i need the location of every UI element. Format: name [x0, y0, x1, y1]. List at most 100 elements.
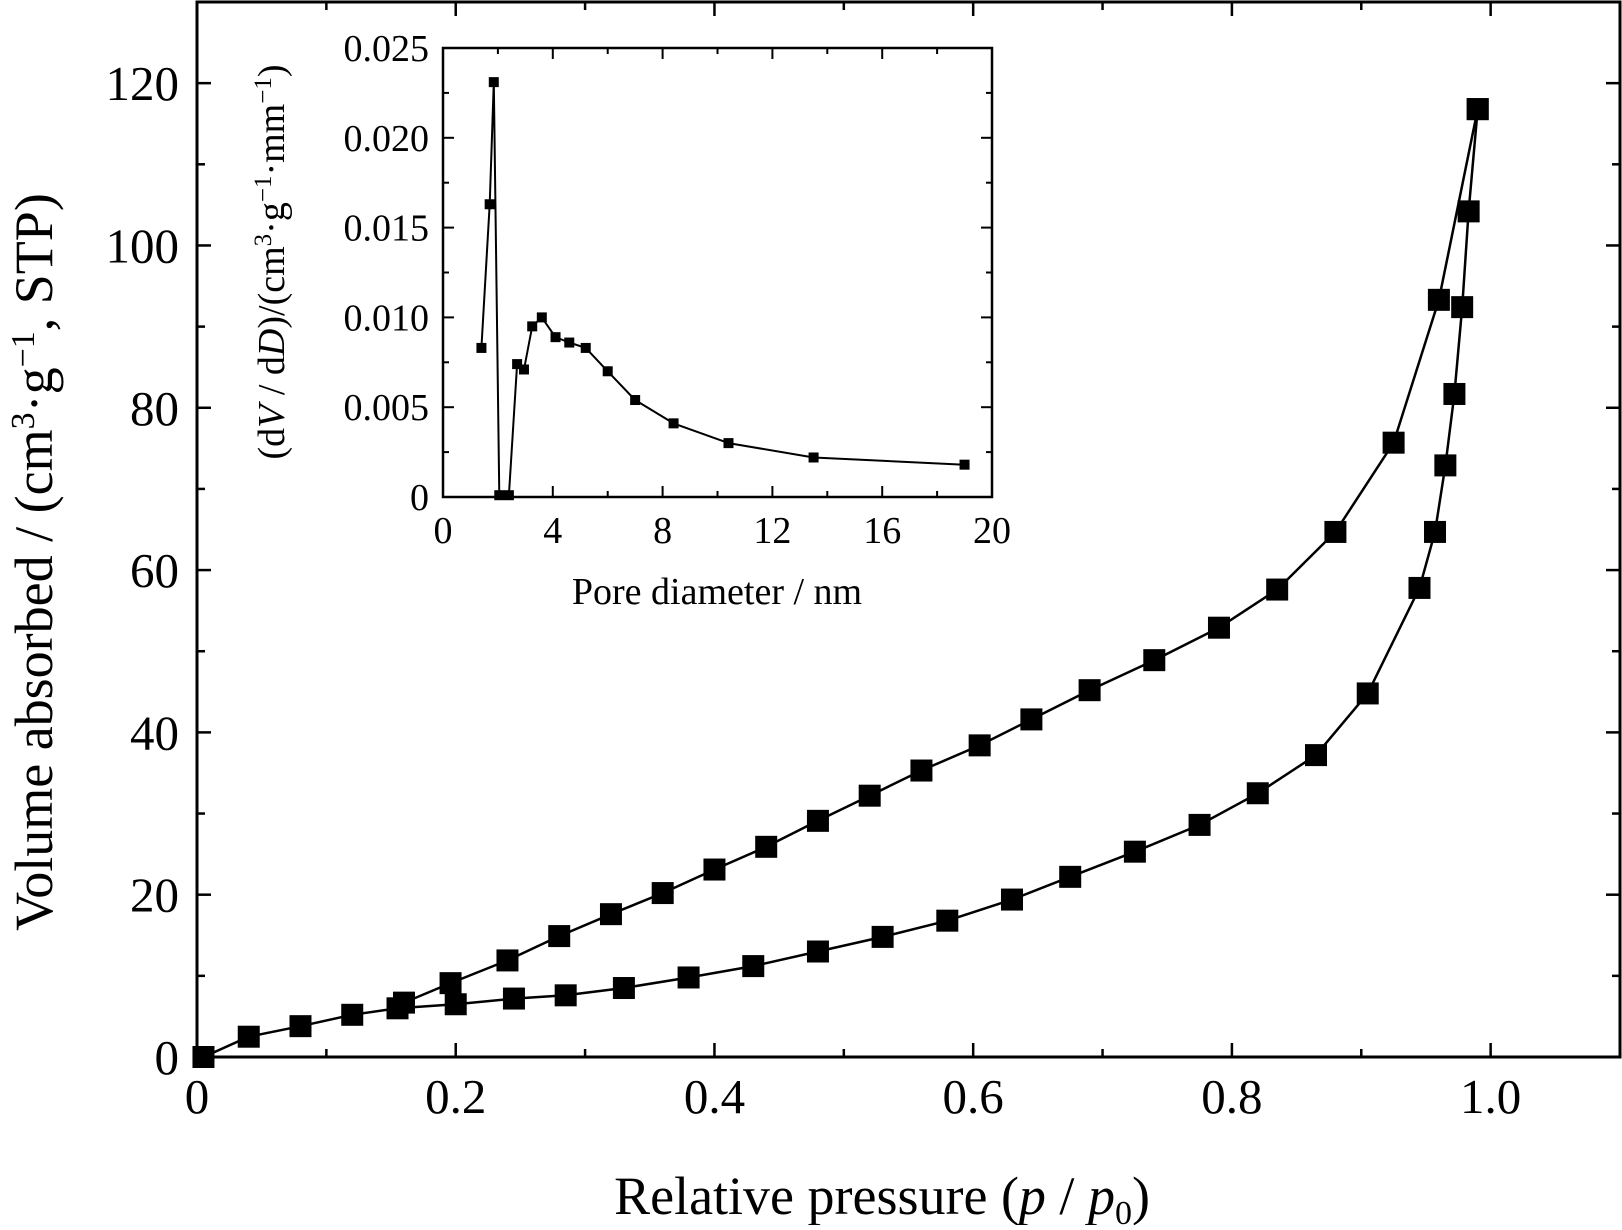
main-series-1-point: [1408, 576, 1431, 599]
inset-y-tick-label: 0.015: [344, 208, 430, 250]
main-series-1-point: [192, 1046, 215, 1068]
main-series-2-point: [755, 835, 778, 858]
inset-plot: 0 4 8 12 16 20 0 0.005 0.010 0.015 0.020 0.025 Pore …: [250, 28, 1011, 613]
inset-y-label-sup: −1: [250, 176, 277, 203]
inset-series-1-point: [536, 312, 547, 323]
x-label-subscript: 0: [1115, 1195, 1132, 1225]
inset-series-1-point: [484, 199, 495, 210]
inset-y-label-text: ·mm: [251, 104, 293, 176]
y-label-stp: , STP): [4, 193, 64, 331]
main-series-2-point: [1382, 431, 1405, 454]
inset-plot-frame: [441, 46, 994, 499]
y-label-sup: 3: [5, 412, 42, 429]
inset-y-tick-label: 0.025: [344, 28, 430, 70]
inset-y-label-text: (d: [251, 428, 293, 460]
inset-y-label-D: D: [251, 329, 293, 357]
main-series-1-point: [1443, 382, 1466, 405]
main-series-2-point: [1143, 649, 1166, 672]
main-series-2-point: [651, 882, 674, 905]
main-series-1-point: [871, 925, 894, 948]
inset-series-1-point: [580, 342, 591, 353]
inset-series-1-point: [518, 364, 529, 375]
main-x-tick-label: 0.6: [943, 1069, 1004, 1124]
main-series-2-point: [1427, 288, 1450, 311]
inset-series-1-point: [476, 342, 487, 353]
inset-series-1-point: [808, 452, 819, 463]
x-label-p0: p: [1084, 1166, 1115, 1225]
main-x-tick-label: 0.2: [425, 1069, 486, 1124]
inset-series-1-point: [488, 77, 499, 88]
inset-y-label-text: ): [251, 65, 293, 78]
main-x-tick-label: 0.4: [684, 1069, 745, 1124]
main-series-2-point: [1324, 520, 1347, 543]
inset-x-tick-label: 0: [434, 510, 453, 552]
inset-series-1-point: [494, 490, 505, 501]
inset-y-tick-label: 0: [410, 477, 429, 519]
main-x-tick-label: 0: [185, 1069, 210, 1124]
inset-series-1-point: [512, 359, 523, 370]
inset-series-1-line: [480, 81, 965, 497]
main-series-2-point: [1207, 616, 1230, 639]
main-series-1-point: [1356, 682, 1379, 705]
x-label-p: p: [1015, 1166, 1046, 1225]
inset-y-tick-label: 0.005: [344, 387, 430, 429]
main-series-1-point: [502, 987, 525, 1010]
main-series-2-point: [968, 734, 991, 757]
main-series-1-point: [936, 909, 959, 932]
main-series-1-line: [202, 108, 1479, 1059]
inset-y-label-text: / d: [251, 356, 293, 405]
main-y-tick-label: 100: [106, 218, 180, 273]
x-label-text: Relative pressure (: [614, 1166, 1019, 1225]
main-y-tick-label: 120: [106, 56, 180, 111]
inset-series-1-point: [959, 459, 970, 470]
main-x-tick-label: 0.8: [1201, 1069, 1262, 1124]
main-series-2-point: [910, 759, 933, 782]
main-series-2-point: [858, 784, 881, 807]
main-series-2-point: [392, 991, 415, 1014]
main-series-1-point: [1246, 782, 1269, 805]
main-series-1-point: [677, 966, 700, 989]
inset-y-label-V: V: [251, 401, 293, 428]
main-series-1-point: [806, 940, 829, 963]
main-series-1-point: [237, 1025, 260, 1048]
y-label-text: Volume absorbed / (cm: [4, 429, 64, 930]
main-x-axis-label: Relative pressure (p / p0): [614, 1166, 1150, 1225]
main-y-tick-label: 20: [130, 868, 179, 923]
inset-series-1-point: [564, 337, 575, 348]
inset-y-label-sup: 3: [250, 234, 277, 247]
inset-series-1-point: [630, 395, 641, 406]
inset-series-1-point: [550, 332, 561, 343]
main-series-2-point: [1266, 578, 1289, 601]
inset-series-1-point: [668, 418, 679, 429]
main-series-1-point: [554, 984, 577, 1007]
main-series-2-point: [806, 809, 829, 832]
inset-y-label-sup: −1: [250, 77, 277, 104]
main-series-2-point: [1466, 98, 1489, 121]
inset-series-1-point: [602, 366, 613, 377]
inset-series-1-point: [527, 321, 538, 332]
main-y-tick-label: 40: [130, 705, 179, 760]
main-series-1-point: [612, 977, 635, 1000]
inset-y-axis-label: (dV / dD)/(cm3·g−1·mm−1): [250, 65, 293, 460]
main-series-1-point: [1123, 840, 1146, 863]
x-label-slash: /: [1046, 1166, 1088, 1225]
main-y-tick-label: 80: [130, 381, 179, 436]
main-series-1-point: [289, 1015, 312, 1038]
main-x-tick-label: 1.0: [1460, 1069, 1521, 1124]
inset-x-tick-label: 8: [653, 510, 672, 552]
main-series-2-point: [1020, 708, 1043, 731]
main-series-2-point: [496, 949, 519, 972]
y-label-g: ·g: [4, 367, 64, 412]
main-y-axis-label: Volume absorbed / (cm3·g−1, STP): [4, 193, 64, 931]
main-series-1-point: [1059, 865, 1082, 888]
main-series-2-point: [1078, 679, 1101, 702]
y-label-sup: −1: [5, 331, 42, 367]
inset-x-tick-label: 16: [863, 510, 901, 552]
inset-series-1-point: [723, 438, 734, 449]
inset-x-tick-label: 12: [753, 510, 791, 552]
main-series-1-point: [1304, 744, 1327, 767]
main-series-2-point: [599, 903, 622, 926]
inset-x-axis-label: Pore diameter / nm: [572, 571, 862, 613]
